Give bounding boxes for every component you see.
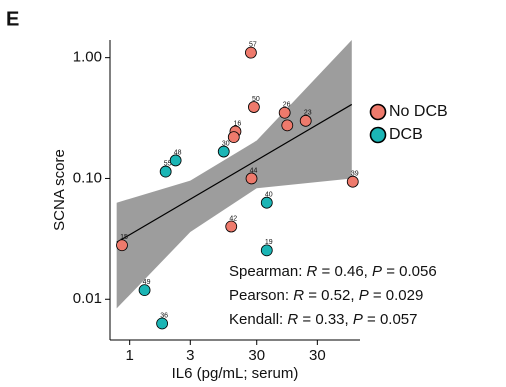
point <box>346 175 359 188</box>
point-label: 23 <box>304 110 312 117</box>
annotation-part: = 0.056 <box>382 263 437 280</box>
confidence-band <box>116 40 352 309</box>
point <box>299 114 312 127</box>
y-tick-label: 0.10 <box>73 169 102 186</box>
point-label: 55 <box>164 160 172 167</box>
annotation: Kendall: R = 0.33, P = 0.057 <box>229 311 418 328</box>
point-label: 48 <box>174 149 182 156</box>
point-label: 19 <box>265 239 273 246</box>
point-label: 16 <box>234 120 242 127</box>
point-label: 57 <box>249 41 257 48</box>
annotation-part: P <box>353 311 363 328</box>
fit-line <box>116 103 353 243</box>
annotation-part: R <box>293 287 304 304</box>
point <box>169 154 182 167</box>
legend-marker <box>369 126 387 144</box>
x-axis-label: IL6 (pg/mL; serum) <box>172 365 299 382</box>
annotation-part: Spearman: <box>229 263 307 280</box>
point-label: 40 <box>265 192 273 199</box>
legend-label: DCB <box>389 126 423 143</box>
annotation-part: = 0.057 <box>363 311 418 328</box>
annotation-part: = 0.52, <box>304 287 359 304</box>
point-label: 39 <box>351 171 359 178</box>
point-label: 49 <box>143 279 151 286</box>
x-tick-label: 1 <box>126 347 134 364</box>
point <box>225 220 238 233</box>
point <box>217 145 230 158</box>
y-tick-label: 1.00 <box>73 49 102 66</box>
annotation: Pearson: R = 0.52, P = 0.029 <box>229 287 423 304</box>
annotation-part: Kendall: <box>229 311 287 328</box>
point-label: 15 <box>120 234 128 241</box>
point <box>281 119 294 132</box>
annotation-part: P <box>359 287 369 304</box>
point-label: 26 <box>283 102 291 109</box>
annotation-part: = 0.029 <box>369 287 424 304</box>
point <box>278 106 291 119</box>
point <box>116 239 128 252</box>
point <box>227 131 240 143</box>
annotation-part: R <box>307 263 318 280</box>
legend-marker <box>369 103 387 121</box>
point <box>245 172 258 185</box>
annotation-part: = 0.46, <box>317 263 372 280</box>
point <box>245 46 257 59</box>
y-tick-label: 0.01 <box>73 290 102 307</box>
point <box>138 284 151 297</box>
point <box>247 101 260 113</box>
point-label: 30 <box>222 140 230 147</box>
point <box>260 244 273 257</box>
y-axis-label: SCNA score <box>51 149 68 231</box>
annotation-part: P <box>372 263 382 280</box>
x-tick-label: 30 <box>309 347 326 364</box>
annotation-part: R <box>287 311 298 328</box>
point <box>156 317 169 330</box>
point <box>260 196 273 209</box>
point-label: 50 <box>252 96 260 103</box>
annotation-part: = 0.33, <box>298 311 353 328</box>
point-label: 36 <box>160 312 168 319</box>
x-tick-label: 30 <box>248 347 265 364</box>
panel-label: E <box>6 8 19 30</box>
legend-label: No DCB <box>389 103 448 120</box>
point-label: 44 <box>250 167 258 174</box>
point-label: 42 <box>229 215 237 222</box>
annotation-part: Pearson: <box>229 287 293 304</box>
annotation: Spearman: R = 0.46, P = 0.056 <box>229 263 437 280</box>
x-tick-label: 3 <box>186 347 194 364</box>
point <box>159 165 172 178</box>
